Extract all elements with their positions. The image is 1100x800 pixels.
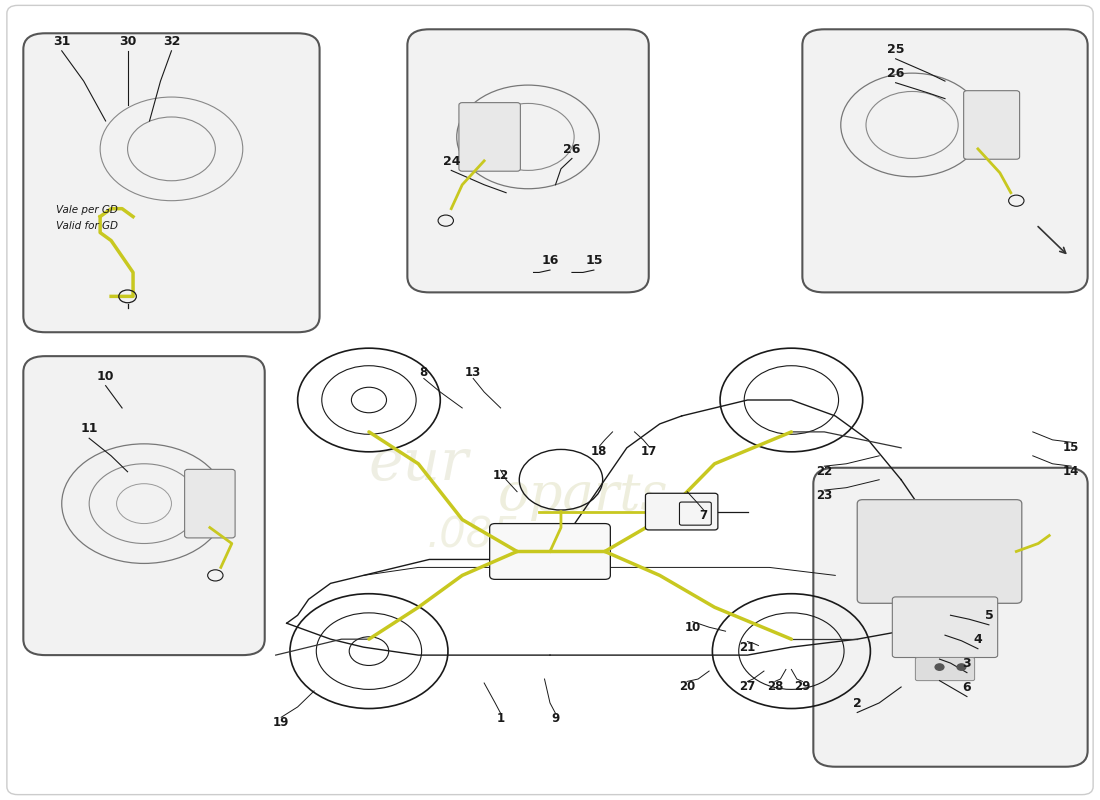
Text: 15: 15 bbox=[585, 254, 603, 267]
Text: 2: 2 bbox=[852, 697, 861, 710]
Text: Vale per GD: Vale per GD bbox=[56, 205, 118, 214]
FancyBboxPatch shape bbox=[185, 470, 235, 538]
Text: 10: 10 bbox=[97, 370, 114, 383]
Text: 23: 23 bbox=[816, 489, 833, 502]
Text: 18: 18 bbox=[591, 446, 607, 458]
Text: Valid for GD: Valid for GD bbox=[56, 221, 119, 230]
Text: 20: 20 bbox=[679, 681, 695, 694]
Text: 13: 13 bbox=[465, 366, 482, 378]
Text: 17: 17 bbox=[640, 446, 657, 458]
FancyBboxPatch shape bbox=[680, 502, 712, 525]
Text: .085: .085 bbox=[427, 514, 519, 557]
Text: oparts: oparts bbox=[497, 470, 668, 521]
Text: 24: 24 bbox=[442, 155, 460, 168]
FancyBboxPatch shape bbox=[23, 34, 320, 332]
Circle shape bbox=[935, 664, 944, 670]
Text: 16: 16 bbox=[541, 254, 559, 267]
Text: 10: 10 bbox=[684, 621, 701, 634]
Text: 9: 9 bbox=[551, 712, 560, 726]
Text: 32: 32 bbox=[163, 35, 180, 48]
Text: 21: 21 bbox=[739, 641, 756, 654]
Text: 8: 8 bbox=[420, 366, 428, 378]
Text: 15: 15 bbox=[1063, 442, 1079, 454]
Text: 28: 28 bbox=[767, 681, 783, 694]
Text: 6: 6 bbox=[962, 681, 971, 694]
Text: 3: 3 bbox=[962, 657, 971, 670]
Text: 11: 11 bbox=[80, 422, 98, 435]
Text: 1: 1 bbox=[496, 712, 505, 726]
Text: 22: 22 bbox=[816, 466, 833, 478]
Text: 14: 14 bbox=[1063, 466, 1079, 478]
Text: 5: 5 bbox=[984, 610, 993, 622]
FancyBboxPatch shape bbox=[23, 356, 265, 655]
Text: 26: 26 bbox=[563, 143, 581, 156]
Text: eur: eur bbox=[368, 435, 469, 492]
FancyBboxPatch shape bbox=[407, 30, 649, 292]
FancyBboxPatch shape bbox=[490, 523, 610, 579]
Text: 25: 25 bbox=[887, 43, 904, 56]
Text: 26: 26 bbox=[887, 67, 904, 80]
Text: 27: 27 bbox=[739, 681, 756, 694]
Text: 4: 4 bbox=[974, 633, 982, 646]
Circle shape bbox=[957, 664, 966, 670]
FancyBboxPatch shape bbox=[964, 90, 1020, 159]
Text: 12: 12 bbox=[493, 470, 508, 482]
Text: 29: 29 bbox=[794, 681, 811, 694]
FancyBboxPatch shape bbox=[857, 500, 1022, 603]
FancyBboxPatch shape bbox=[813, 468, 1088, 766]
Text: 30: 30 bbox=[119, 35, 136, 48]
Text: 19: 19 bbox=[273, 716, 289, 730]
Text: 31: 31 bbox=[53, 35, 70, 48]
FancyBboxPatch shape bbox=[915, 658, 975, 681]
Text: 7: 7 bbox=[700, 509, 707, 522]
FancyBboxPatch shape bbox=[646, 494, 718, 530]
FancyBboxPatch shape bbox=[892, 597, 998, 658]
FancyBboxPatch shape bbox=[459, 102, 520, 171]
FancyBboxPatch shape bbox=[802, 30, 1088, 292]
